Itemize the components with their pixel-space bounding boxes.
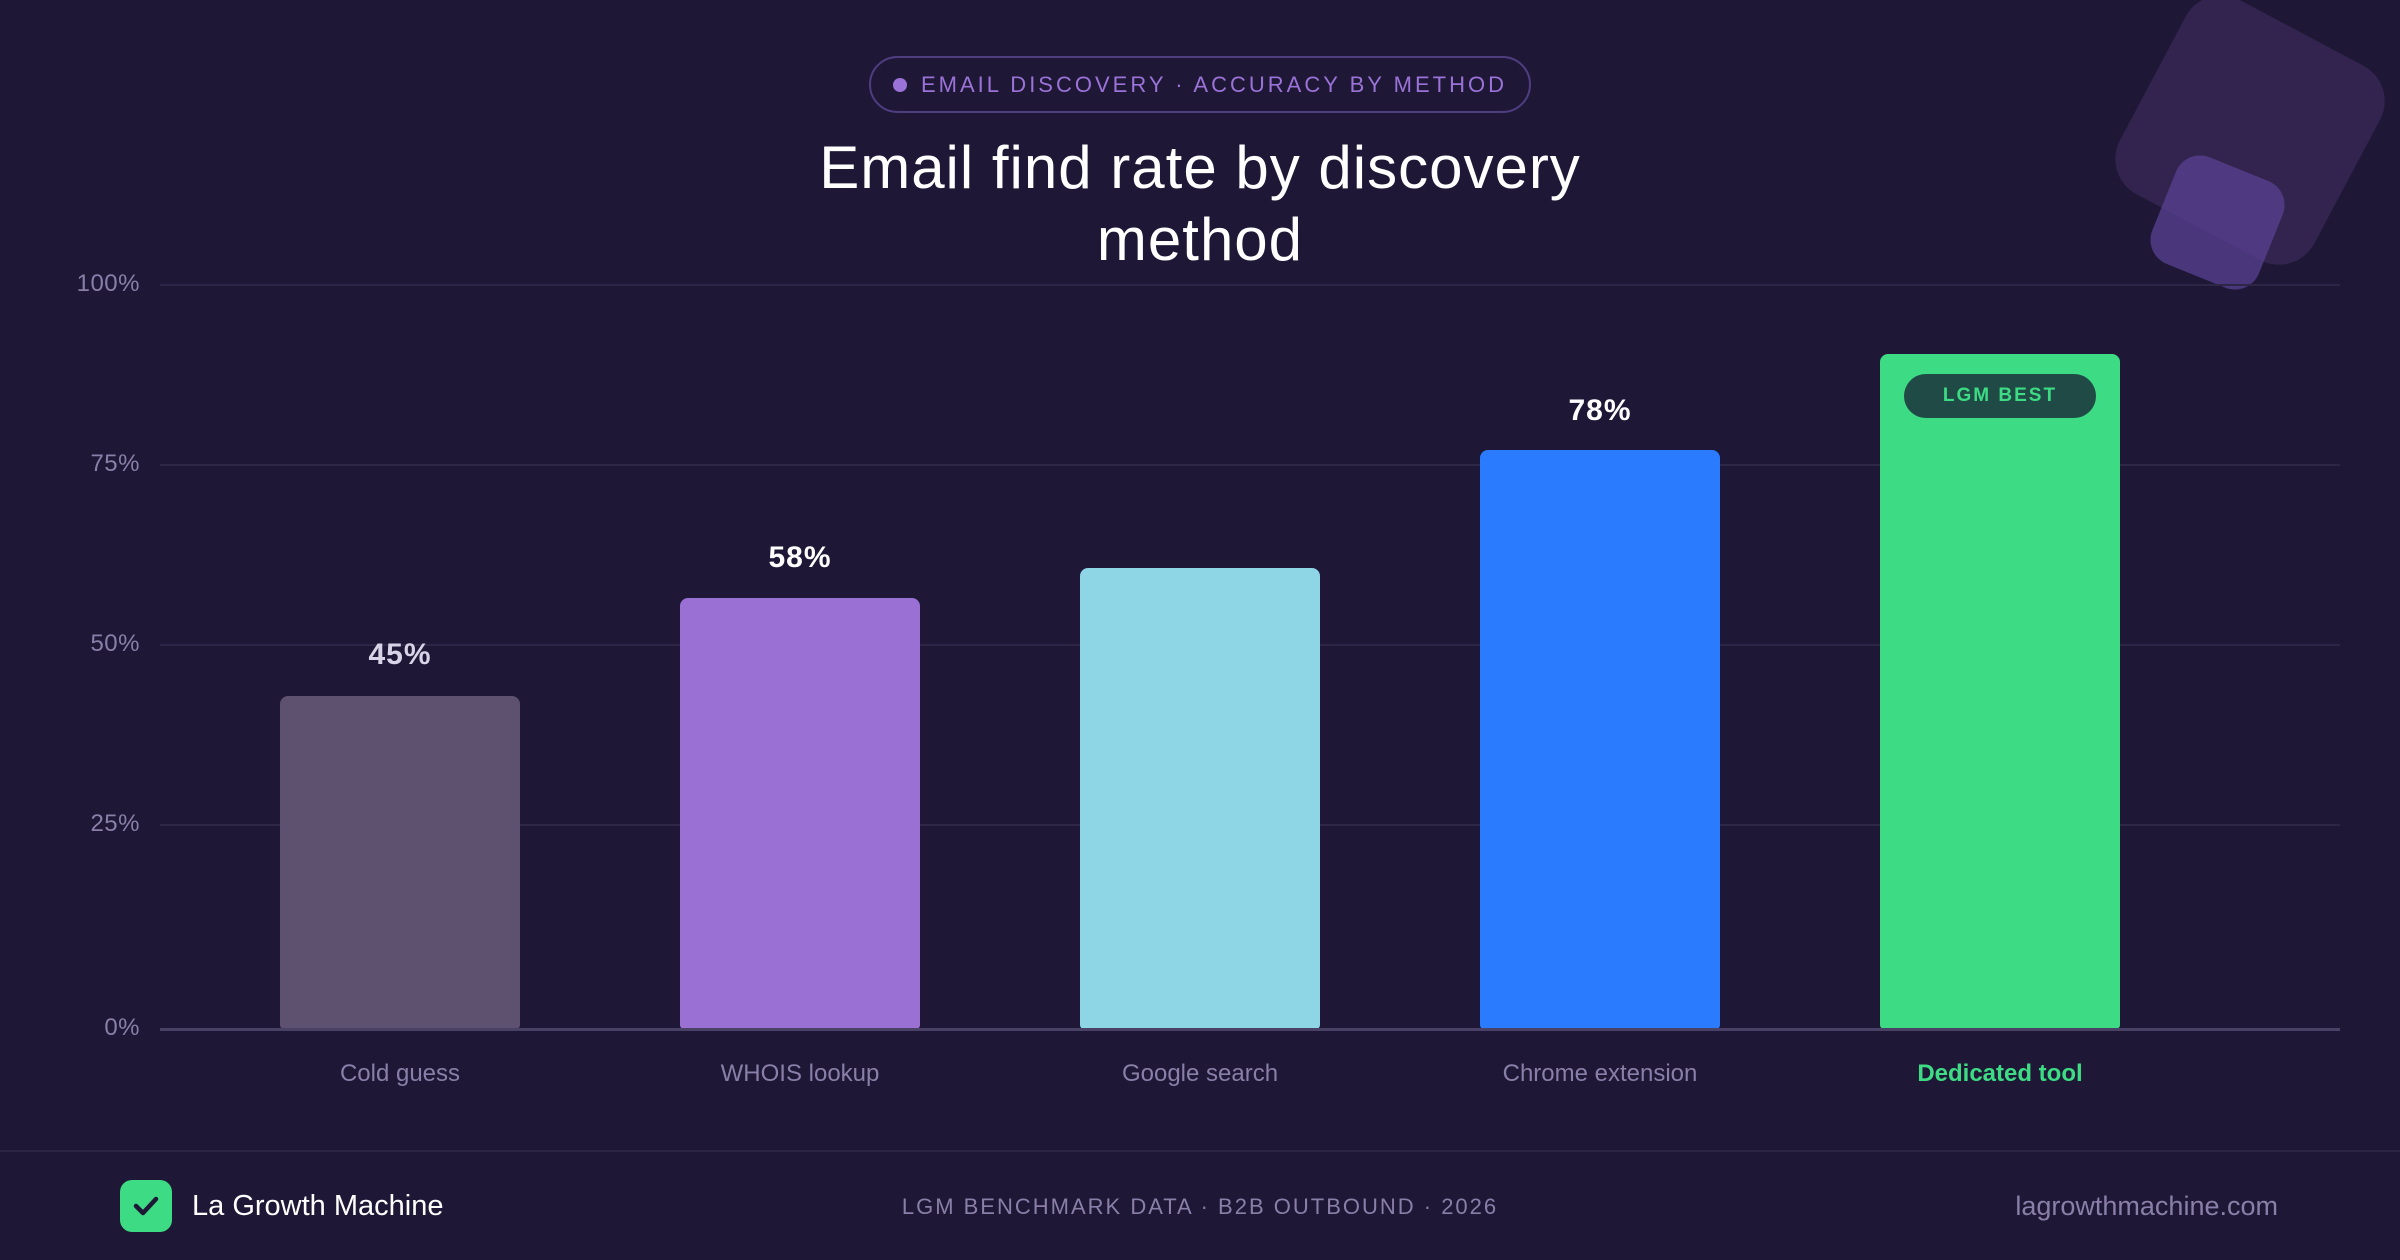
chart-title-wrap: Email find rate by discovery method <box>0 132 2400 276</box>
footer-source: LGM BENCHMARK DATA · B2B OUTBOUND · 2026 <box>901 1194 1499 1219</box>
y-tick-50: 50% <box>90 630 140 657</box>
y-tick-100: 100% <box>76 270 140 297</box>
x-label-chrome-extension: Chrome extension <box>1502 1060 1698 1087</box>
y-tick-25: 25% <box>90 810 140 837</box>
y-tick-75: 75% <box>90 450 140 477</box>
value-label-chrome-extension: 78% <box>1568 394 1632 427</box>
dot-icon <box>892 77 907 92</box>
eyebrow-pill: EMAIL DISCOVERY · ACCURACY BY METHOD <box>869 56 1531 113</box>
brand-logo <box>120 1180 172 1232</box>
bar-whois-lookup[interactable] <box>680 598 920 1029</box>
gridline-100 <box>160 284 2340 286</box>
chart-title: Email find rate by discovery method <box>819 134 1581 273</box>
checkmark-icon <box>133 1196 159 1216</box>
value-label-whois-lookup: 58% <box>768 541 832 574</box>
x-label-dedicated-tool: Dedicated tool <box>1917 1060 2083 1087</box>
y-tick-0: 0% <box>104 1014 140 1041</box>
value-label-cold-guess: 45% <box>368 638 432 671</box>
brand-name: La Growth Machine <box>192 1190 444 1222</box>
footer-divider <box>0 1150 2400 1152</box>
x-axis-baseline <box>160 1028 2340 1031</box>
bar-chrome-extension[interactable] <box>1480 450 1720 1029</box>
x-label-cold-guess: Cold guess <box>339 1060 461 1087</box>
gridline-75 <box>160 464 2340 466</box>
x-label-whois-lookup: WHOIS lookup <box>720 1060 880 1087</box>
bar-google-search[interactable] <box>1080 568 1320 1029</box>
bar-cold-guess[interactable] <box>280 696 520 1029</box>
eyebrow-text: EMAIL DISCOVERY · ACCURACY BY METHOD <box>920 71 1507 97</box>
x-label-google-search: Google search <box>1121 1060 1279 1087</box>
bar-dedicated-tool[interactable]: LGM BEST <box>1880 354 2120 1029</box>
footer-url-link[interactable]: lagrowthmachine.com <box>2015 1191 2278 1221</box>
lgm-best-badge: LGM BEST <box>1904 374 2096 418</box>
